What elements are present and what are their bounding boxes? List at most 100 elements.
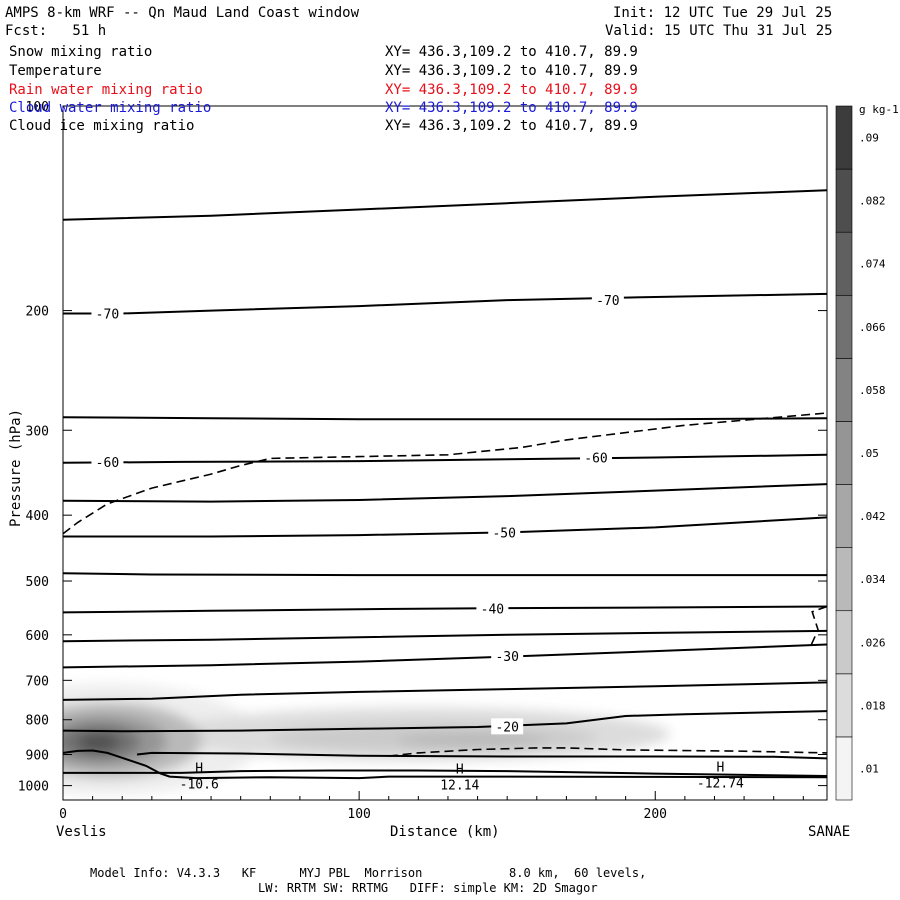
field-xy-temperature: XY= 436.3,109.2 to 410.7, 89.9 <box>385 63 638 79</box>
contour-label: -70 <box>596 294 619 309</box>
y-tick-label: 300 <box>26 424 49 439</box>
contour-label-bg <box>91 305 124 322</box>
temperature-contour <box>63 605 827 614</box>
colorbar-label: .034 <box>859 573 886 586</box>
mixing-ratio-shade <box>397 732 546 748</box>
plot-frame <box>62 105 828 801</box>
temperature-contour <box>63 453 827 464</box>
model-info-line2: LW: RRTM SW: RRTMG DIFF: simple KM: 2D S… <box>258 881 598 895</box>
high-marker: H <box>716 760 724 775</box>
colorbar-label: .058 <box>859 384 886 397</box>
field-xy-cloud-water: XY= 436.3,109.2 to 410.7, 89.9 <box>385 100 638 116</box>
chart-title: AMPS 8-km WRF -- Qn Maud Land Coast wind… <box>5 5 360 21</box>
x-axis-label: Distance (km) <box>390 824 500 840</box>
mixing-ratio-shade <box>77 733 120 751</box>
y-tick-label: 800 <box>26 714 49 729</box>
colorbar-box <box>835 168 853 233</box>
y-tick-label: 600 <box>26 629 49 644</box>
x-left-endpoint: Veslis <box>56 824 107 840</box>
colorbar-label: .05 <box>859 447 879 460</box>
contour-label-bg <box>491 718 524 735</box>
forecast-hour: Fcst: 51 h <box>5 23 107 39</box>
contour-label: -50 <box>492 526 515 541</box>
contour-label-bg <box>488 524 521 541</box>
colorbar-label: .018 <box>859 699 886 712</box>
contour-label: -20 <box>495 720 518 735</box>
contour-label-bg <box>91 453 124 470</box>
x-right-endpoint: SANAE <box>808 824 851 840</box>
colorbar-box <box>835 294 853 359</box>
high-value: -12.74 <box>697 776 744 791</box>
high-marker: H <box>195 762 203 777</box>
high-value: 12.14 <box>440 779 479 794</box>
colorbar-label: .026 <box>859 636 886 649</box>
isotherm-contour <box>63 769 827 777</box>
contour-label: -60 <box>584 451 607 466</box>
field-xy-rain: XY= 436.3,109.2 to 410.7, 89.9 <box>385 82 638 98</box>
colorbar-label: .074 <box>859 258 886 271</box>
y-axis-label: Pressure (hPa) <box>8 408 25 528</box>
y-tick-label: 100 <box>26 100 49 115</box>
temperature-contour <box>63 189 827 221</box>
colorbar-box <box>835 484 853 548</box>
contour-label-bg <box>591 292 624 309</box>
temperature-contour <box>63 629 827 643</box>
y-tick-label: 200 <box>26 305 49 320</box>
temperature-contour <box>63 516 827 538</box>
contour-label: -60 <box>96 456 119 471</box>
y-tick-label: 400 <box>26 509 49 524</box>
valid-time: Valid: 15 UTC Thu 31 Jul 25 <box>605 23 833 39</box>
colorbar-label: .042 <box>859 510 886 523</box>
contour-label: -30 <box>495 650 518 665</box>
temperature-contour <box>63 292 827 315</box>
dashed-contour <box>808 605 827 650</box>
colorbar-box <box>835 547 853 612</box>
temperature-contour <box>63 643 827 669</box>
y-tick-label: 500 <box>26 575 49 590</box>
contour-label-bg <box>476 600 509 617</box>
y-tick-label: 900 <box>26 749 49 764</box>
field-xy-cloud-ice: XY= 436.3,109.2 to 410.7, 89.9 <box>385 118 638 134</box>
field-name-temperature: Temperature <box>9 63 102 79</box>
colorbar-box <box>835 736 853 801</box>
terrain-line <box>63 749 827 780</box>
model-info-line1: Model Info: V4.3.3 KF MYJ PBL Morrison 8… <box>90 866 647 880</box>
colorbar-unit: g kg-1 <box>859 103 899 116</box>
x-tick-label: 200 <box>644 807 667 822</box>
colorbar-box <box>835 673 853 738</box>
y-tick-label: 1000 <box>18 780 49 795</box>
high-value: -10.6 <box>180 778 219 793</box>
x-tick-label: 100 <box>347 807 370 822</box>
contour-label: -70 <box>96 308 119 323</box>
temperature-contour <box>63 572 827 577</box>
field-name-cloud-water: Cloud water mixing ratio <box>9 100 212 116</box>
colorbar-box <box>835 358 853 422</box>
field-name-snow: Snow mixing ratio <box>9 44 153 60</box>
colorbar-box <box>835 421 853 485</box>
temperature-contour <box>63 416 827 421</box>
dashed-contour <box>63 412 827 535</box>
colorbar-box <box>835 231 853 296</box>
colorbar-box <box>835 105 853 170</box>
field-name-rain: Rain water mixing ratio <box>9 82 203 98</box>
x-tick-label: 0 <box>59 807 67 822</box>
colorbar-label: .066 <box>859 321 886 334</box>
colorbar-label: .09 <box>859 132 879 145</box>
temperature-contour <box>63 483 827 503</box>
temperature-contour <box>136 751 827 760</box>
init-time: Init: 12 UTC Tue 29 Jul 25 <box>613 5 833 21</box>
y-tick-label: 700 <box>26 674 49 689</box>
contour-label-bg <box>491 648 524 665</box>
temperature-contour <box>63 681 827 701</box>
colorbar-box <box>835 610 853 675</box>
contour-label-bg <box>580 449 613 466</box>
high-marker: H <box>456 763 464 778</box>
field-name-cloud-ice: Cloud ice mixing ratio <box>9 118 195 134</box>
colorbar-label: .082 <box>859 195 886 208</box>
colorbar-label: .01 <box>859 762 879 775</box>
field-xy-snow: XY= 436.3,109.2 to 410.7, 89.9 <box>385 44 638 60</box>
temperature-contour <box>63 710 827 733</box>
plot-area: -70-70-60 -60-50-40-30-20H-10.6H12.14H-12… <box>63 189 827 796</box>
contour-label: -40 <box>481 603 504 618</box>
